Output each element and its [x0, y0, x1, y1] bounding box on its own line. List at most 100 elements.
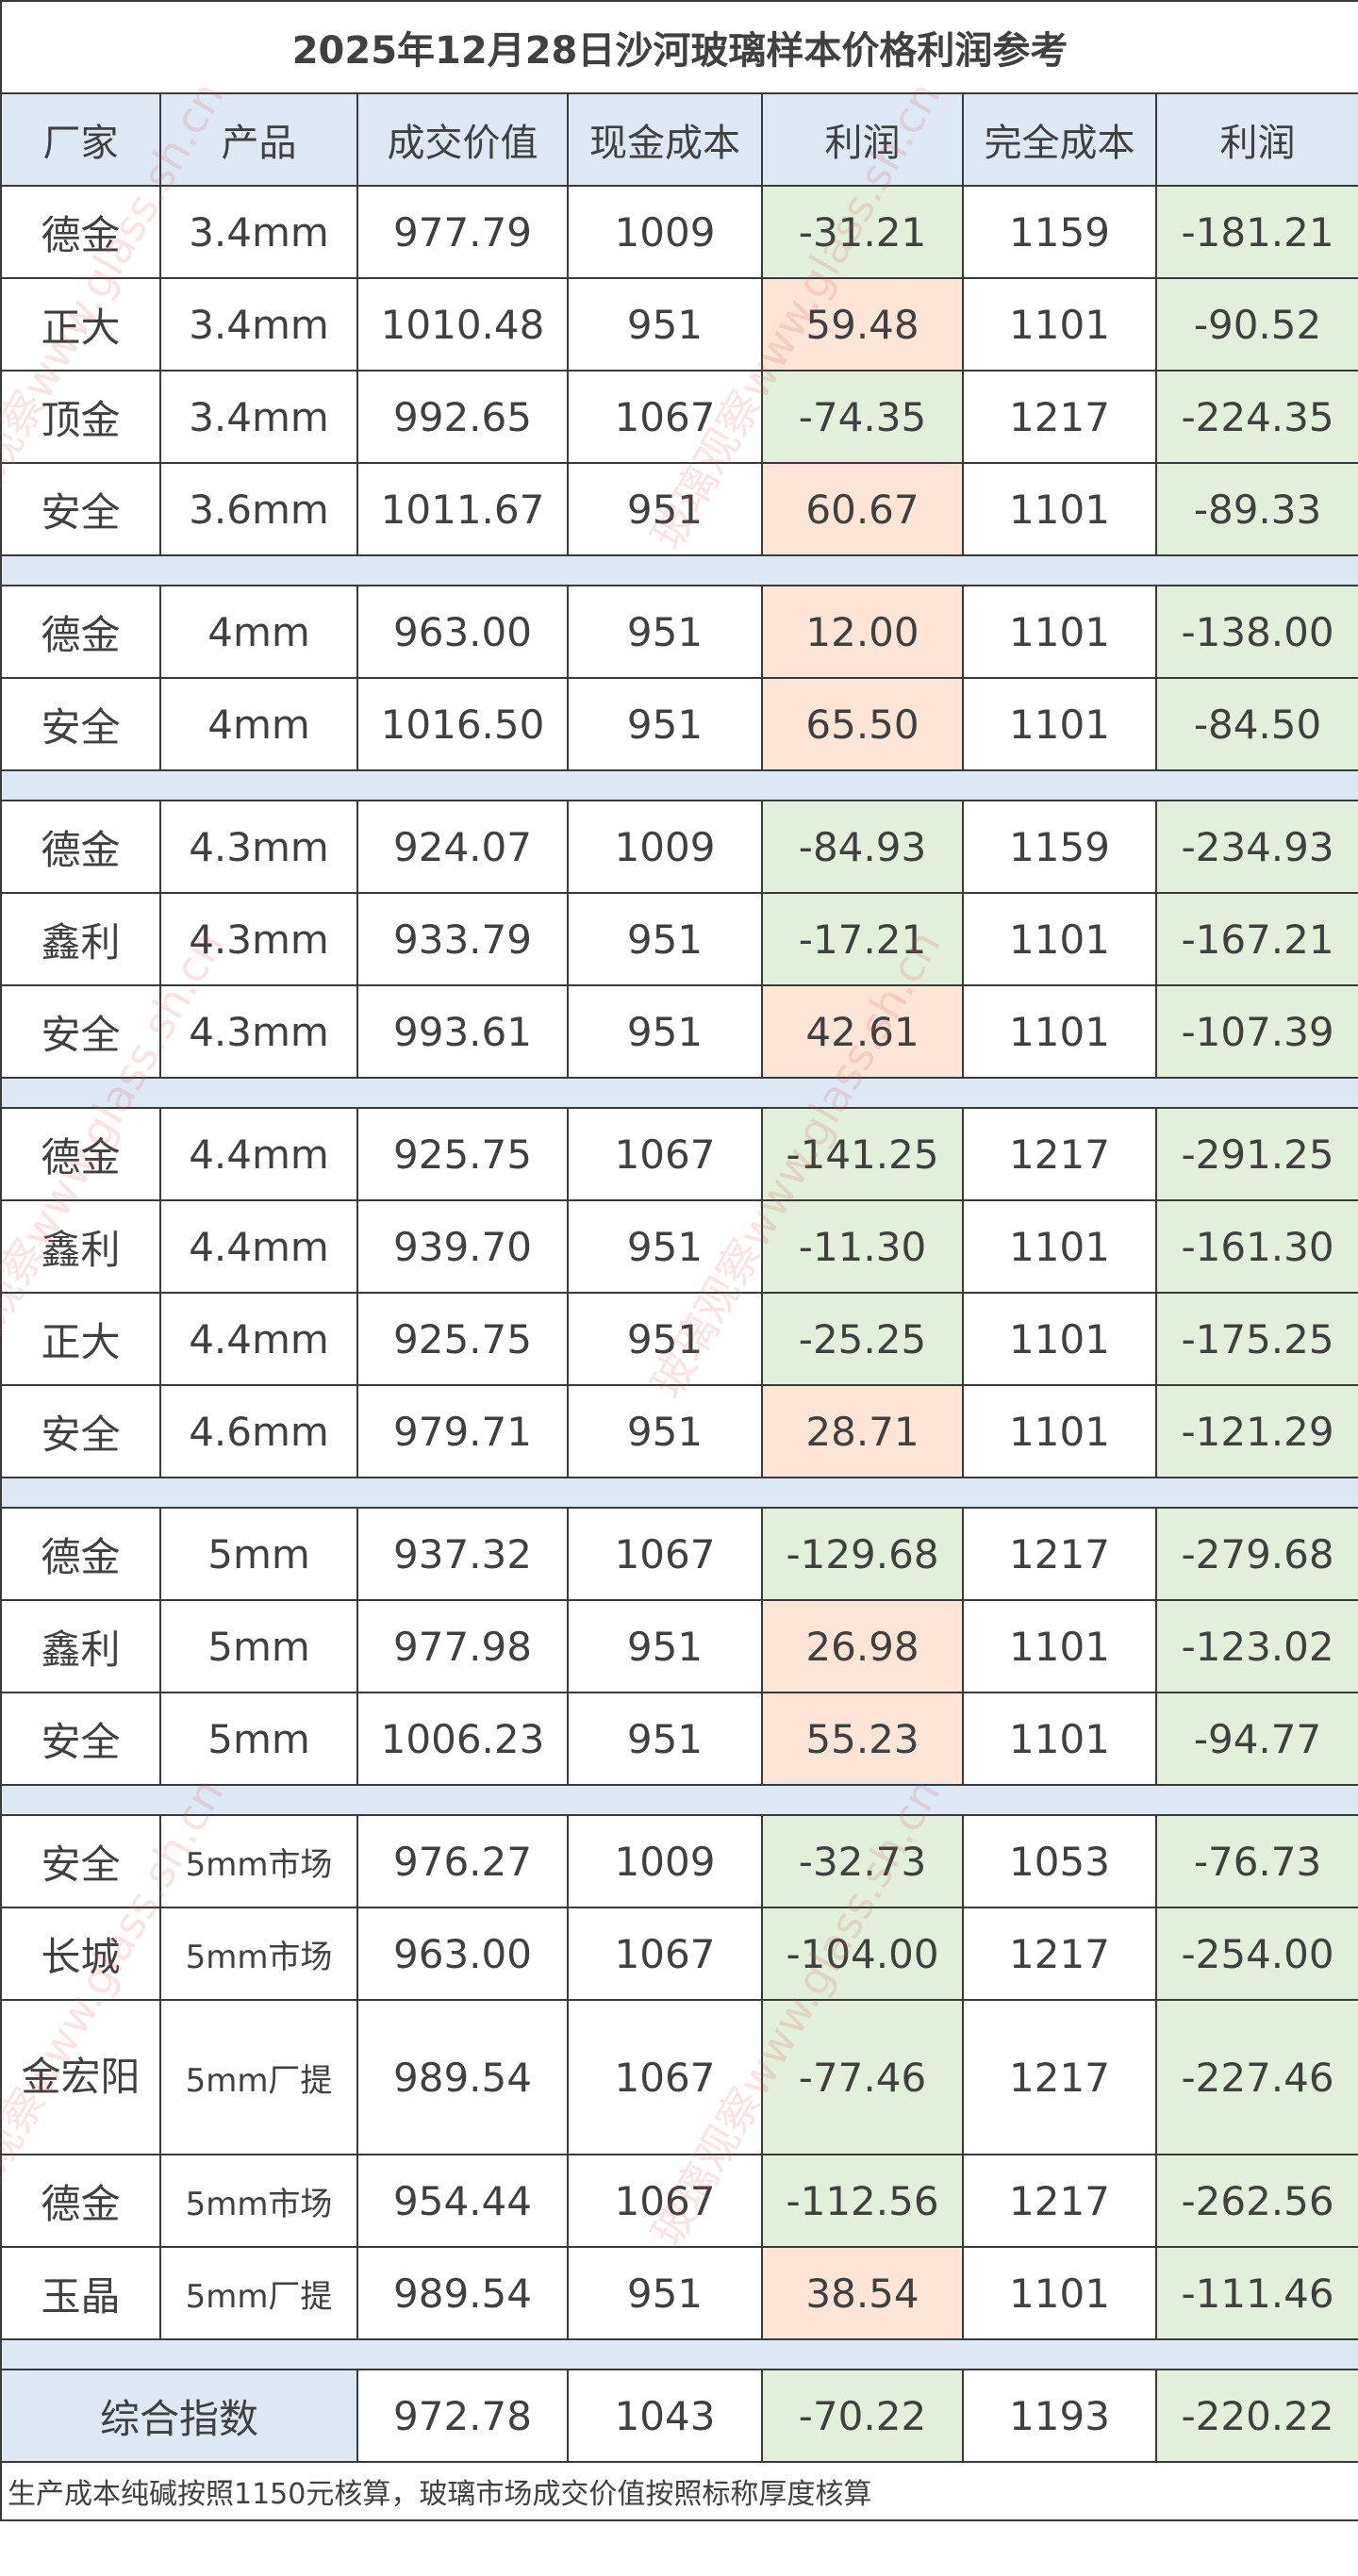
cell-full-profit: -262.56	[1154, 2154, 1358, 2248]
cell-full-cost: 1101	[962, 585, 1157, 679]
cell-product: 5mm厂提	[159, 2246, 358, 2340]
cell-cash-profit: -31.21	[761, 185, 964, 279]
cell-cash-cost: 1067	[567, 370, 763, 464]
cell-cash-cost: 951	[567, 585, 763, 679]
cell-cash-cost: 1067	[567, 1107, 763, 1201]
cell-product: 5mm厂提	[159, 1999, 358, 2155]
cell-cash-cost: 951	[567, 984, 763, 1079]
cell-cash-cost: 1067	[567, 1907, 763, 2001]
cell-deal-value: 1006.23	[356, 1692, 569, 1786]
cell-full-cost: 1159	[962, 800, 1157, 894]
cell-cash-cost: 951	[567, 1199, 763, 1294]
cell-cash-cost: 951	[567, 1384, 763, 1478]
cell-cash-profit: -104.00	[761, 1907, 964, 2001]
cell-product: 4.3mm	[159, 892, 358, 986]
cell-cash-profit: -74.35	[761, 370, 964, 464]
price-profit-table: 2025年12月28日沙河玻璃样本价格利润参考 厂家 产品 成交价值 现金成本 …	[0, 0, 1358, 2521]
table-row: 鑫利 5mm 977.98 951 26.98 1101 -123.02	[0, 1599, 1358, 1693]
cell-cash-cost: 951	[567, 1292, 763, 1386]
table-row: 鑫利 4.3mm 933.79 951 -17.21 1101 -167.21	[0, 892, 1358, 986]
group-separator	[0, 554, 1358, 586]
table-row: 长城 5mm市场 963.00 1067 -104.00 1217 -254.00	[0, 1907, 1358, 2001]
cell-deal-value: 976.27	[356, 1814, 569, 1908]
cell-full-profit: -123.02	[1154, 1599, 1358, 1693]
cell-deal-value: 1016.50	[356, 677, 569, 771]
cell-cash-profit: 59.48	[761, 277, 964, 372]
cell-product: 3.4mm	[159, 277, 358, 372]
table-row: 鑫利 4.4mm 939.70 951 -11.30 1101 -161.30	[0, 1199, 1358, 1294]
group-separator	[0, 769, 1358, 801]
cell-product: 4.3mm	[159, 800, 358, 894]
cell-manufacturer: 玉晶	[0, 2246, 161, 2340]
table-row: 德金 4.3mm 924.07 1009 -84.93 1159 -234.93	[0, 800, 1358, 894]
table-row: 安全 4.3mm 993.61 951 42.61 1101 -107.39	[0, 984, 1358, 1079]
separator-cell	[0, 1784, 1358, 1816]
cell-full-profit: -121.29	[1154, 1384, 1358, 1478]
cell-manufacturer: 德金	[0, 2154, 161, 2248]
cell-full-cost: 1217	[962, 1107, 1157, 1201]
cell-cash-profit: -17.21	[761, 892, 964, 986]
cell-full-profit: -161.30	[1154, 1199, 1358, 1294]
cell-cash-cost: 951	[567, 1692, 763, 1786]
cell-manufacturer: 鑫利	[0, 1199, 161, 1294]
cell-full-profit: -234.93	[1154, 800, 1358, 894]
header-cash-profit: 利润	[761, 92, 964, 187]
cell-manufacturer: 德金	[0, 1507, 161, 1601]
cell-manufacturer: 长城	[0, 1907, 161, 2001]
cell-manufacturer: 安全	[0, 984, 161, 1079]
table-row: 安全 5mm市场 976.27 1009 -32.73 1053 -76.73	[0, 1814, 1358, 1908]
table-row: 安全 4.6mm 979.71 951 28.71 1101 -121.29	[0, 1384, 1358, 1478]
cell-deal-value: 939.70	[356, 1199, 569, 1294]
header-product: 产品	[159, 92, 358, 187]
cell-cash-cost: 1009	[567, 800, 763, 894]
cell-product: 5mm市场	[159, 1907, 358, 2001]
separator-cell	[0, 1077, 1358, 1109]
cell-product: 5mm	[159, 1507, 358, 1601]
cell-full-profit: -94.77	[1154, 1692, 1358, 1786]
cell-cash-profit: 42.61	[761, 984, 964, 1079]
cell-manufacturer: 顶金	[0, 370, 161, 464]
cell-cash-cost: 951	[567, 277, 763, 372]
cell-manufacturer: 德金	[0, 1107, 161, 1201]
cell-deal-value: 963.00	[356, 1907, 569, 2001]
cell-product: 4mm	[159, 585, 358, 679]
cell-product: 4mm	[159, 677, 358, 771]
cell-deal-value: 992.65	[356, 370, 569, 464]
cell-cash-cost: 1067	[567, 1999, 763, 2155]
cell-deal-value: 989.54	[356, 2246, 569, 2340]
cell-full-cost: 1217	[962, 370, 1157, 464]
cell-cash-profit: -112.56	[761, 2154, 964, 2248]
cell-full-cost: 1101	[962, 984, 1157, 1079]
cell-manufacturer: 安全	[0, 1814, 161, 1908]
cell-manufacturer: 鑫利	[0, 1599, 161, 1693]
header-full-cost: 完全成本	[962, 92, 1157, 187]
cell-deal-value: 1010.48	[356, 277, 569, 372]
table-row: 德金 5mm 937.32 1067 -129.68 1217 -279.68	[0, 1507, 1358, 1601]
cell-product: 3.4mm	[159, 185, 358, 279]
summary-cash-cost: 1043	[567, 2369, 763, 2463]
cell-deal-value: 937.32	[356, 1507, 569, 1601]
cell-deal-value: 954.44	[356, 2154, 569, 2248]
cell-deal-value: 979.71	[356, 1384, 569, 1478]
cell-full-cost: 1101	[962, 1199, 1157, 1294]
cell-product: 4.3mm	[159, 984, 358, 1079]
cell-cash-cost: 951	[567, 1599, 763, 1693]
header-row: 厂家 产品 成交价值 现金成本 利润 完全成本 利润	[0, 92, 1358, 187]
table-row: 金宏阳 5mm厂提 989.54 1067 -77.46 1217 -227.46	[0, 1999, 1358, 2155]
cell-full-cost: 1101	[962, 892, 1157, 986]
group-separator	[0, 1477, 1358, 1509]
summary-deal-value: 972.78	[356, 2369, 569, 2463]
cell-full-cost: 1217	[962, 2154, 1157, 2248]
cell-manufacturer: 安全	[0, 1692, 161, 1786]
cell-deal-value: 1011.67	[356, 462, 569, 556]
cell-cash-profit: -84.93	[761, 800, 964, 894]
cell-full-profit: -227.46	[1154, 1999, 1358, 2155]
cell-full-cost: 1217	[962, 1999, 1157, 2155]
cell-full-profit: -138.00	[1154, 585, 1358, 679]
cell-product: 5mm	[159, 1692, 358, 1786]
cell-full-cost: 1101	[962, 1599, 1157, 1693]
cell-cash-profit: 12.00	[761, 585, 964, 679]
cell-cash-profit: -11.30	[761, 1199, 964, 1294]
cell-manufacturer: 德金	[0, 585, 161, 679]
cell-deal-value: 963.00	[356, 585, 569, 679]
